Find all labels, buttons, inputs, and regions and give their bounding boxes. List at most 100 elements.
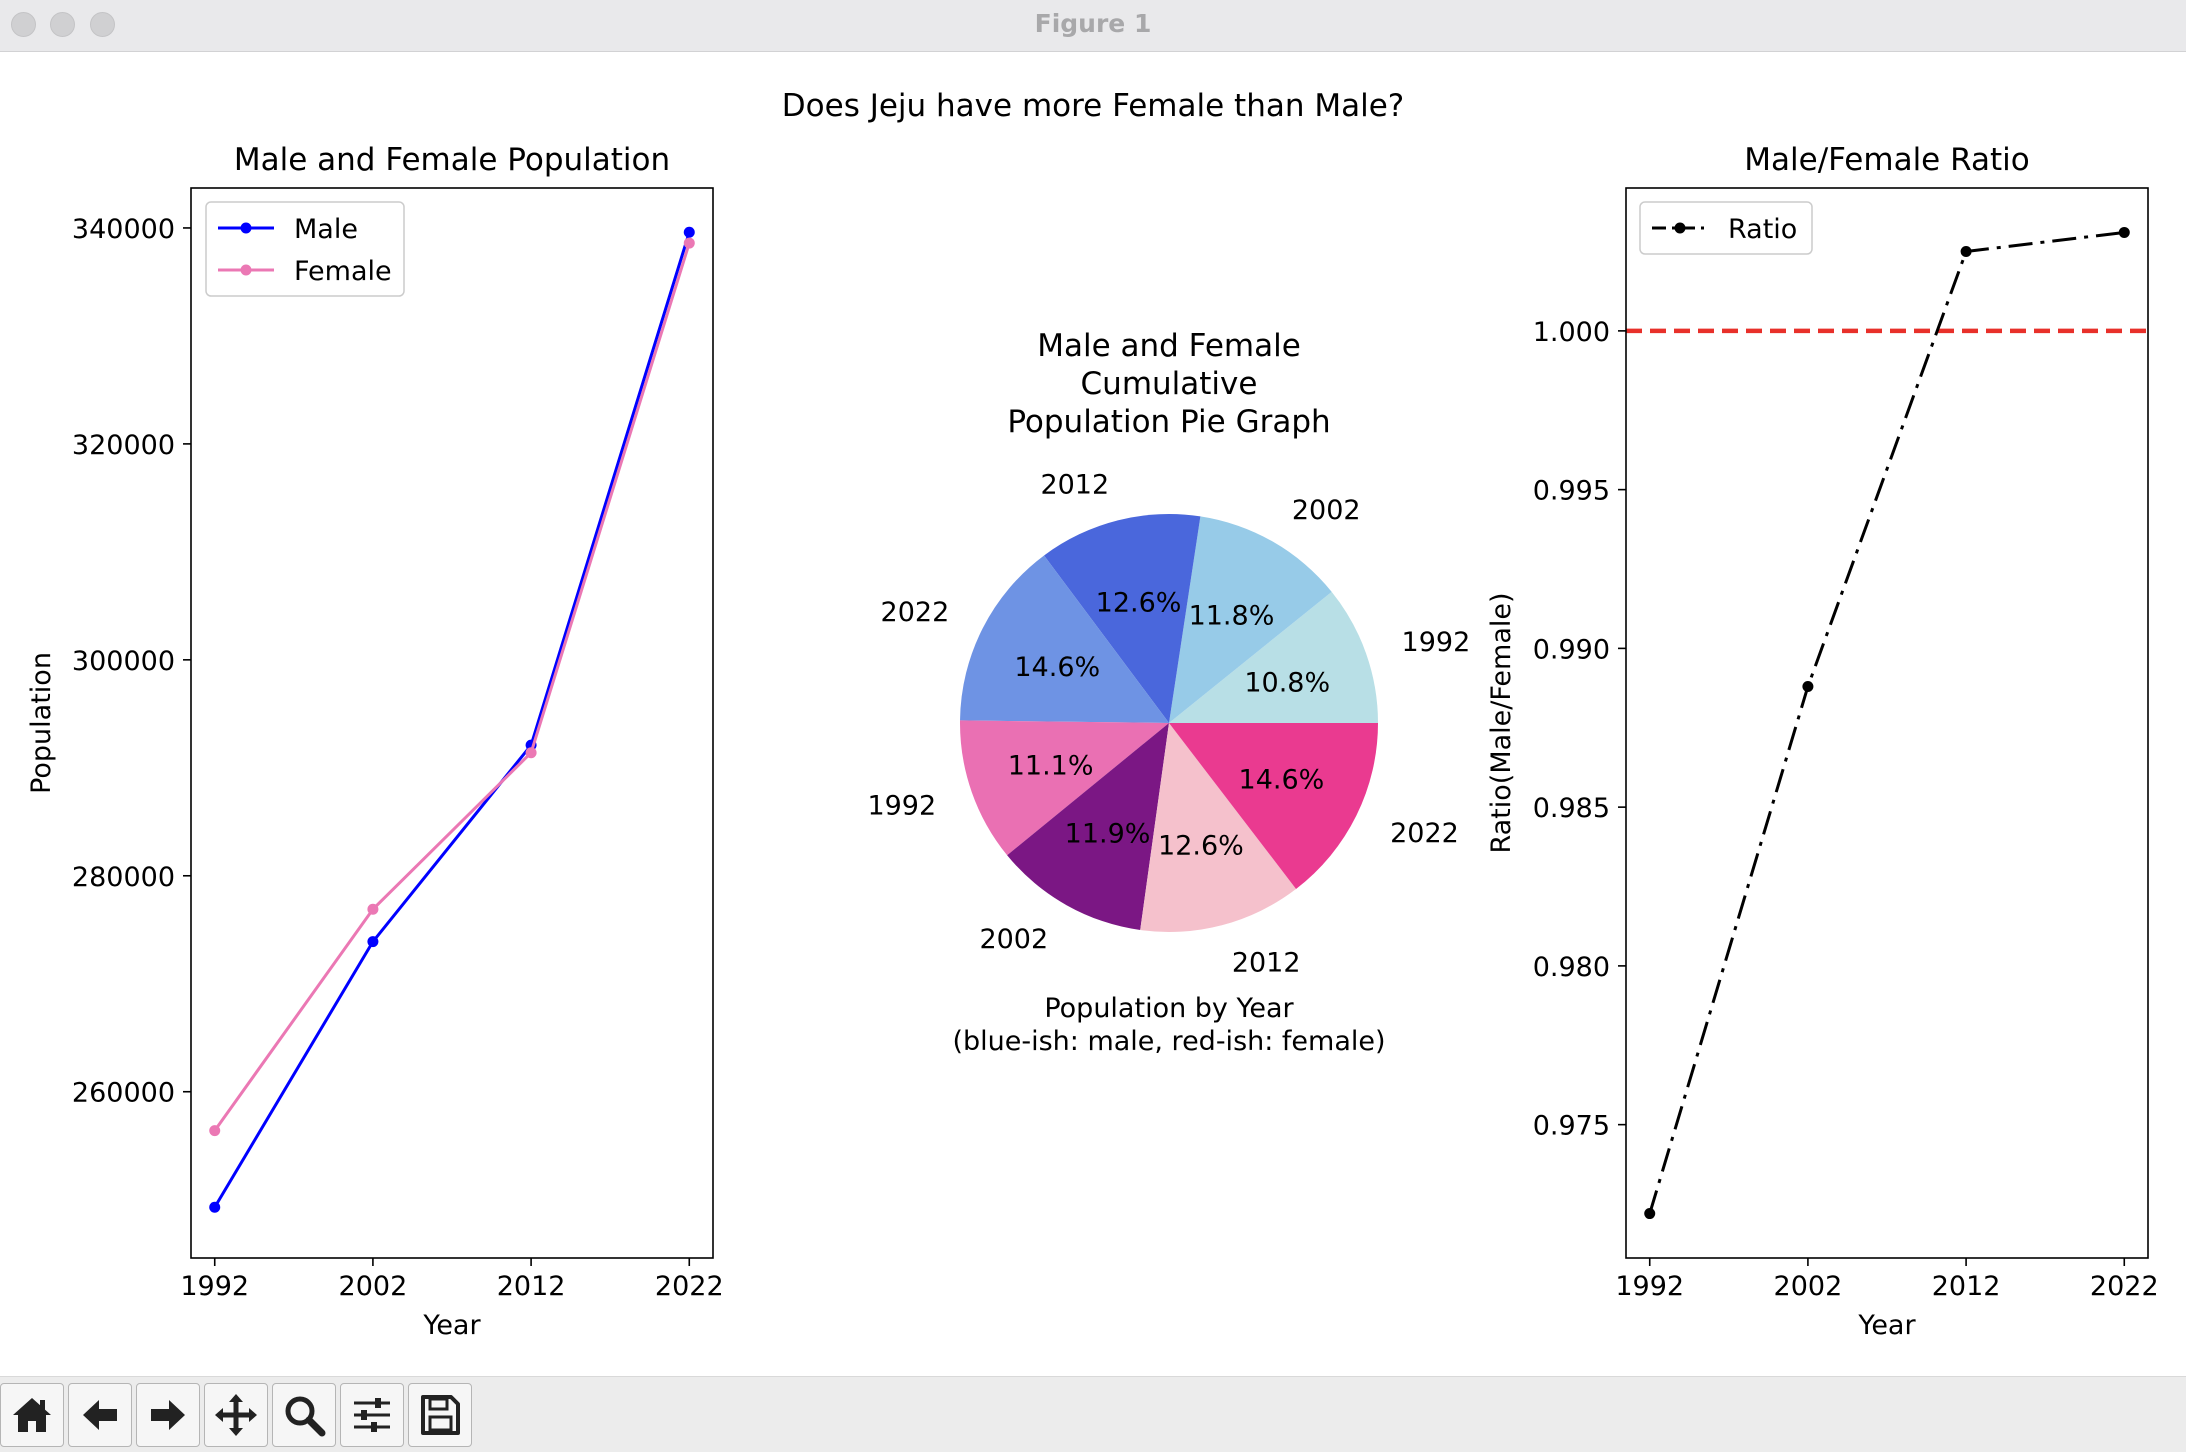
series-line-ratio xyxy=(1648,230,2125,1214)
pie-slice-label: 2002 xyxy=(1292,495,1361,526)
window-title: Figure 1 xyxy=(1034,9,1152,38)
configure-subplots-button[interactable] xyxy=(340,1383,404,1447)
pie-percent-label: 14.6% xyxy=(1014,652,1100,683)
data-point-female-1992 xyxy=(209,1125,221,1137)
save-button[interactable] xyxy=(408,1383,472,1447)
pie-slice-3 xyxy=(960,555,1169,723)
data-point-ratio-2012 xyxy=(1960,246,1972,258)
data-point-ratio-1992 xyxy=(1644,1208,1656,1220)
pie-slice-label: 2012 xyxy=(1040,470,1109,501)
pie-title-line: Population Pie Graph xyxy=(1007,404,1330,440)
y-tick-label: 0.975 xyxy=(1533,1111,1610,1142)
axes-frame xyxy=(190,187,714,1259)
save-icon xyxy=(421,1395,460,1435)
x-axis-label: Year xyxy=(422,1310,481,1341)
pie-slice-2 xyxy=(1044,514,1201,723)
y-axis-label: Population xyxy=(26,652,57,794)
pie-percent-label: 12.6% xyxy=(1158,830,1244,861)
minimize-window-button[interactable] xyxy=(50,12,75,37)
pie-slice-0 xyxy=(1169,591,1378,723)
pie-percent-label: 11.9% xyxy=(1065,818,1151,849)
pie-percent-label: 11.8% xyxy=(1189,600,1275,631)
pan-button[interactable] xyxy=(204,1383,268,1447)
x-tick-label: 2012 xyxy=(497,1271,566,1302)
x-tick-label: 1992 xyxy=(180,1271,249,1302)
ratio-line-chart: Male/Female Ratio 1992 2002 2012 2022 0.975 0.… xyxy=(1486,142,2159,1341)
pie-slice-1 xyxy=(1169,516,1332,723)
y-tick-label: 1.000 xyxy=(1533,317,1610,348)
zoom-button[interactable] xyxy=(272,1383,336,1447)
forward-button[interactable] xyxy=(136,1383,200,1447)
series-line-male xyxy=(213,231,691,1209)
legend-marker-ratio xyxy=(1674,222,1686,234)
pie-slice-label: 2002 xyxy=(979,924,1048,955)
x-tick-label: 2022 xyxy=(2090,1271,2159,1302)
pie-slice-5 xyxy=(1007,723,1169,931)
figure-suptitle: Does Jeju have more Female than Male? xyxy=(782,88,1404,124)
legend-label-ratio: Ratio xyxy=(1728,214,1797,245)
data-point-male-2002 xyxy=(367,936,379,948)
data-point-ratio-2022 xyxy=(2118,226,2130,238)
pie-xlabel-line: (blue-ish: male, red-ish: female) xyxy=(952,1026,1385,1057)
pie-xlabel-line: Population by Year xyxy=(1044,993,1294,1024)
y-tick-label: 260000 xyxy=(72,1078,175,1109)
y-tick-label: 320000 xyxy=(72,430,175,461)
pie-slice-label: 1992 xyxy=(867,790,936,821)
pie-title: Male and Female Cumulative Population Pie … xyxy=(1007,328,1330,440)
y-tick-label: 340000 xyxy=(72,214,175,245)
pie-slice-label: 1992 xyxy=(1402,627,1471,658)
y-tick-label: 300000 xyxy=(72,646,175,677)
data-point-male-1992 xyxy=(209,1201,221,1213)
legend-label-male: Male xyxy=(294,214,358,245)
x-tick-label: 1992 xyxy=(1615,1271,1684,1302)
population-pie-chart: Male and Female Cumulative Population Pie … xyxy=(867,328,1470,1057)
y-tick-label: 0.985 xyxy=(1533,793,1610,824)
pie-slice-4 xyxy=(960,720,1169,856)
home-icon xyxy=(13,1398,51,1432)
pie-slice-label: 2022 xyxy=(881,597,950,628)
axes-title: Male and Female Population xyxy=(234,142,670,178)
back-arrow-icon xyxy=(83,1400,117,1430)
y-tick-label: 280000 xyxy=(72,862,175,893)
data-point-male-2022 xyxy=(683,226,695,238)
y-tick-label: 0.995 xyxy=(1533,476,1610,507)
forward-arrow-icon xyxy=(151,1400,185,1430)
pan-icon xyxy=(215,1394,257,1436)
population-line-chart: Male and Female Population 1992 2002 2012 20… xyxy=(26,142,724,1341)
data-point-female-2002 xyxy=(367,903,379,915)
pie-percent-label: 12.6% xyxy=(1096,587,1182,618)
pie-slice-6 xyxy=(1140,723,1297,932)
x-tick-label: 2002 xyxy=(1774,1271,1843,1302)
legend-marker-female xyxy=(240,264,252,276)
zoom-icon xyxy=(285,1396,326,1437)
pie-percent-label: 14.6% xyxy=(1239,765,1325,796)
navigation-toolbar xyxy=(0,1376,2186,1452)
pie-slice-label: 2022 xyxy=(1390,818,1459,849)
legend-box xyxy=(205,201,405,297)
back-button[interactable] xyxy=(68,1383,132,1447)
pie-slice-label: 2012 xyxy=(1232,947,1301,978)
series-line-female xyxy=(213,242,691,1132)
home-button[interactable] xyxy=(0,1383,64,1447)
data-point-female-2012 xyxy=(525,747,537,759)
legend-marker-male xyxy=(240,222,252,234)
y-axis-label: Ratio(Male/Female) xyxy=(1486,592,1517,853)
configure-subplots-icon xyxy=(354,1398,390,1432)
close-window-button[interactable] xyxy=(11,12,36,37)
zoom-window-button[interactable] xyxy=(90,12,115,37)
figure-canvas: Does Jeju have more Female than Male? Ma… xyxy=(26,88,2159,1341)
data-point-ratio-2002 xyxy=(1802,680,1814,692)
y-tick-label: 0.980 xyxy=(1533,952,1610,983)
x-tick-label: 2012 xyxy=(1932,1271,2001,1302)
axes-title: Male/Female Ratio xyxy=(1744,142,2029,178)
legend-box xyxy=(1639,201,1813,255)
pie-slice-7 xyxy=(1169,723,1378,889)
x-tick-label: 2002 xyxy=(339,1271,408,1302)
pie-percent-label: 10.8% xyxy=(1244,667,1330,698)
pie-xlabel: Population by Year (blue-ish: male, red-i… xyxy=(952,993,1385,1057)
x-tick-label: 2022 xyxy=(655,1271,724,1302)
data-point-female-2022 xyxy=(683,237,695,249)
y-tick-label: 0.990 xyxy=(1533,634,1610,665)
x-axis-label: Year xyxy=(1857,1310,1916,1341)
pie-title-line: Cumulative xyxy=(1081,366,1258,402)
